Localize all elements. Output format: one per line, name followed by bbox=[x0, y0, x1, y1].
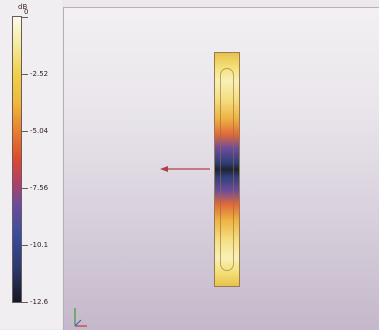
xyz-axis-icon[interactable] bbox=[69, 306, 89, 328]
color-scale-legend: dB 0 -2.52 -5.04 -7.56 -10.1 -12.6 bbox=[0, 0, 62, 329]
tick-mark bbox=[22, 302, 28, 303]
tick-mark bbox=[22, 188, 28, 189]
tick-label-5: -12.6 bbox=[30, 298, 49, 306]
color-bar bbox=[12, 16, 22, 303]
tick-label-0: 0 bbox=[24, 8, 29, 16]
plate-contour-outline bbox=[220, 68, 234, 271]
tick-label-4: -10.1 bbox=[30, 241, 49, 249]
unit-label: dB bbox=[18, 3, 28, 11]
tick-label-1: -2.52 bbox=[30, 70, 49, 78]
plate-field-plot[interactable] bbox=[214, 52, 240, 287]
tick-mark bbox=[22, 74, 28, 75]
tick-mark bbox=[22, 245, 28, 246]
arrow-left-icon bbox=[160, 166, 210, 172]
tick-label-3: -7.56 bbox=[30, 184, 49, 192]
tick-mark bbox=[22, 131, 28, 132]
tick-label-2: -5.04 bbox=[30, 127, 49, 135]
3d-viewport[interactable] bbox=[63, 7, 379, 330]
tick-mark bbox=[22, 17, 28, 18]
